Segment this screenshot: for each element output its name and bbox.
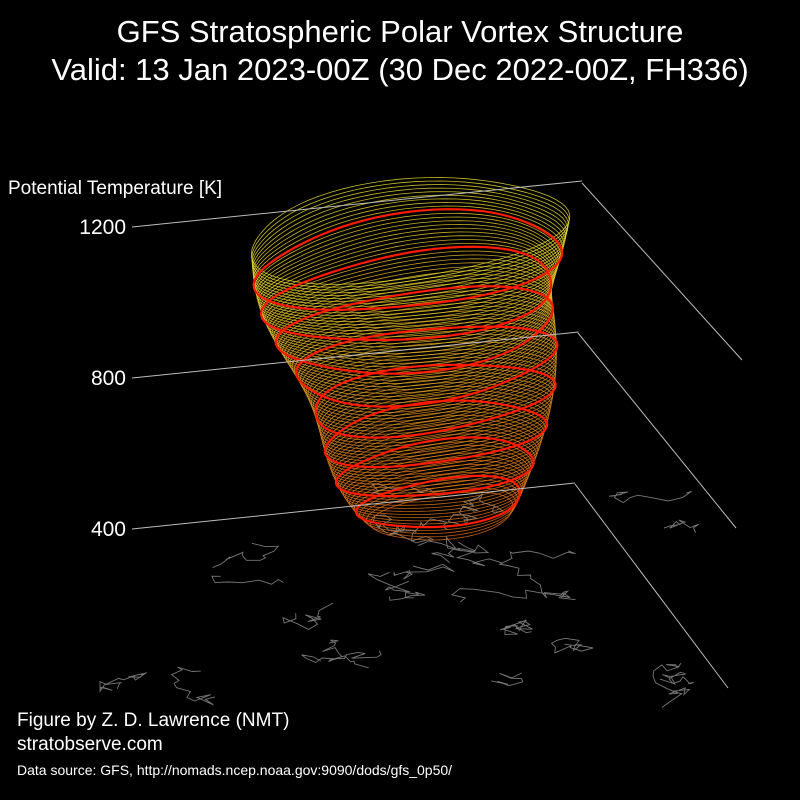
coastline-segment [659, 671, 694, 685]
coastline-segment [498, 550, 576, 599]
coastline-segment [608, 490, 692, 504]
highlight-contour-500 [334, 436, 535, 498]
isentropic-layer-850 [285, 306, 556, 391]
coastline-segment [367, 571, 411, 593]
coastline-segment [491, 672, 524, 687]
coastline-segment [170, 666, 216, 706]
isentropic-layer-1160 [251, 187, 568, 294]
z-axis-right-mid [577, 332, 737, 529]
isentropic-layer-480 [339, 444, 532, 503]
z-axis-right-top [581, 182, 743, 361]
data-source: Data source: GFS, http://nomads.ncep.noa… [17, 762, 453, 778]
chart-subtitle: Valid: 13 Jan 2023-00Z (30 Dec 2022-00Z,… [51, 52, 749, 87]
z-gridline-1200 [131, 180, 583, 228]
coastline-segment [301, 650, 382, 664]
z-axis [574, 182, 743, 689]
coastline-segment [282, 602, 334, 631]
z-axis-label: Potential Temperature [K] [8, 178, 222, 199]
coastline-segment [550, 637, 594, 654]
isentropic-layer-580 [326, 407, 545, 474]
isentropic-layer-1130 [252, 198, 566, 302]
isentropic-layer-1170 [251, 184, 569, 291]
coastline-segment [411, 518, 448, 547]
z-axis-right-front [574, 483, 729, 689]
chart-title: GFS Stratospheric Polar Vortex Structure [116, 14, 684, 49]
z-gridline-800 [131, 331, 579, 379]
z-tick-label-800: 800 [91, 367, 126, 390]
z-tick-label-400: 400 [91, 518, 126, 541]
highlight-contour-400 [354, 474, 521, 529]
coastline-segment [322, 639, 369, 669]
isentropic-layer-860 [283, 301, 556, 388]
z-gridlines [131, 180, 583, 530]
z-gridline-400 [131, 482, 576, 530]
coastline-segment [99, 672, 147, 693]
highlight-contour-600 [323, 399, 549, 469]
highlight-contour-1000 [259, 245, 553, 342]
highlight-contour-1100 [252, 208, 564, 311]
isentropic-layer-1040 [258, 231, 556, 328]
isentropic-layer-1110 [253, 205, 564, 308]
coastline-segment [393, 563, 455, 580]
coastline-segment [211, 575, 284, 585]
isentropic-layer-770 [301, 337, 557, 417]
website-link[interactable]: stratobserve.com [17, 734, 163, 755]
coastline-segment [499, 619, 533, 635]
isentropic-layer-840 [287, 310, 557, 394]
highlight-contour-900 [274, 285, 555, 375]
coastline-segment [389, 591, 426, 601]
highlight-contour-800 [295, 325, 559, 408]
coastline-segment [450, 588, 576, 603]
coastline-segment [652, 662, 691, 708]
isentropic-layer-1190 [250, 177, 571, 285]
z-tick-labels: 400 800 1200 [79, 216, 126, 541]
coastline-segment [663, 519, 700, 533]
coastline-segment [212, 542, 280, 569]
isentropic-layer-820 [291, 317, 557, 401]
isentropic-layer-830 [289, 314, 557, 397]
highlight-contours [252, 208, 564, 529]
isentropic-layer-1180 [251, 180, 570, 288]
figure-credit: Figure by Z. D. Lawrence (NMT) [17, 710, 290, 731]
isentropic-layer-510 [334, 433, 536, 494]
isentropic-layer-490 [337, 440, 533, 500]
highlight-contour-700 [314, 363, 557, 439]
coastline-segment [447, 505, 480, 527]
isentropic-layer-410 [353, 471, 523, 525]
isentropic-layer-780 [299, 333, 557, 414]
z-tick-label-1200: 1200 [79, 216, 126, 239]
